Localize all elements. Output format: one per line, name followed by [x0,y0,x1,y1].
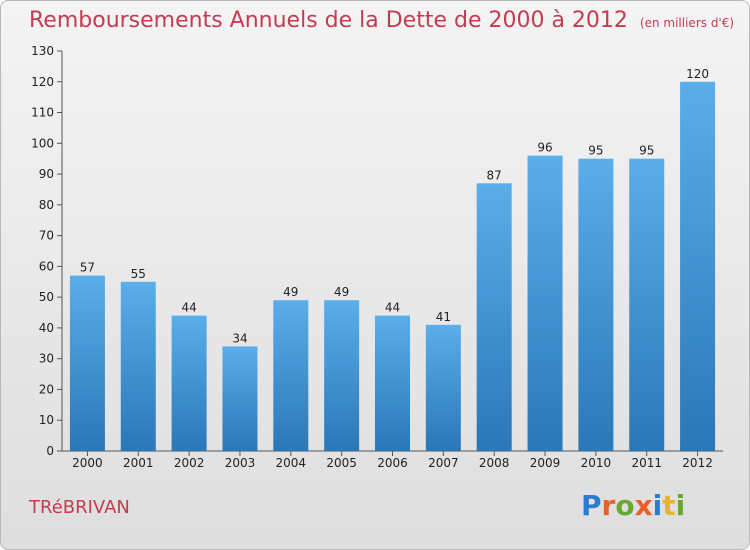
data-label: 96 [537,141,552,155]
bar [120,281,156,451]
y-tick-label: 20 [39,382,54,396]
y-tick-label: 0 [46,444,54,458]
data-label: 95 [588,144,603,158]
data-label: 95 [639,144,654,158]
data-label: 41 [436,310,451,324]
bar [222,346,258,451]
x-tick-label: 2008 [479,456,510,470]
bar [425,324,461,451]
chart-title-text: Remboursements Annuels de la Dette de 20… [29,8,628,33]
data-label: 87 [487,168,502,182]
x-tick-label: 2002 [174,456,205,470]
logo-letter: o [615,489,635,522]
bar [629,158,665,451]
bar [476,183,512,452]
logo-letter: r [601,489,616,522]
y-tick-label: 70 [39,229,54,243]
x-tick-label: 2006 [377,456,408,470]
y-tick-label: 130 [31,44,54,58]
x-tick-label: 2011 [631,456,662,470]
logo-letter: i [675,489,686,522]
y-tick-label: 90 [39,167,54,181]
bar [324,300,360,451]
bar [273,300,309,451]
y-tick-label: 30 [39,352,54,366]
x-tick-label: 2007 [428,456,459,470]
bar [527,155,563,451]
commune-name: TRéBRIVAN [29,497,130,518]
data-label: 49 [334,285,349,299]
x-tick-label: 2001 [123,456,154,470]
y-tick-label: 50 [39,290,54,304]
x-tick-label: 2009 [530,456,561,470]
data-label: 55 [131,267,146,281]
y-tick-label: 40 [39,321,54,335]
logo-letter: t [662,489,676,522]
y-tick-label: 60 [39,259,54,273]
x-tick-label: 2012 [682,456,713,470]
y-tick-label: 120 [31,75,54,89]
logo-letter: P [581,489,602,522]
bar [578,158,614,451]
data-label: 49 [283,285,298,299]
chart-unit: (en milliers d'€) [639,16,735,30]
x-tick-label: 2004 [276,456,307,470]
x-tick-label: 2010 [581,456,612,470]
chart-title: Remboursements Annuels de la Dette de 20… [29,8,734,33]
bar [69,275,105,451]
bar [680,81,716,452]
y-tick-label: 80 [39,198,54,212]
x-tick-label: 2003 [225,456,256,470]
data-label: 120 [686,67,709,81]
y-tick-label: 10 [39,413,54,427]
x-tick-label: 2005 [326,456,357,470]
data-label: 44 [385,301,400,315]
x-tick-label: 2000 [72,456,103,470]
data-label: 34 [232,331,247,345]
bar [375,315,410,451]
bar [171,315,207,451]
y-tick-label: 100 [31,136,54,150]
logo-letter: x [634,489,653,522]
y-tick-label: 110 [31,106,54,120]
data-label: 57 [80,261,95,275]
data-label: 44 [181,301,196,315]
logo-letter: i [652,489,663,522]
proxiti-logo: Proxiti [581,489,685,522]
